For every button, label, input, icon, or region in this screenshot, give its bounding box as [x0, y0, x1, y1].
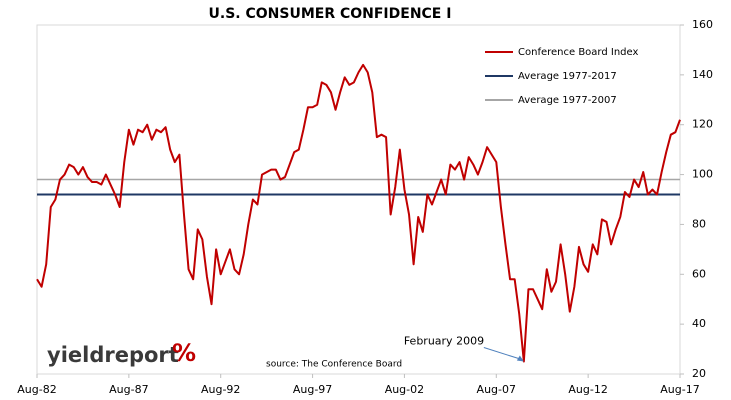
source-note: source: The Conference Board — [266, 360, 402, 370]
y-tick-label: 60 — [692, 267, 706, 280]
y-tick-label: 140 — [692, 68, 713, 81]
y-tick-label: 80 — [692, 217, 706, 230]
x-tick-label: Aug-07 — [477, 383, 516, 396]
y-tick-label: 160 — [692, 18, 713, 31]
chart-title: U.S. CONSUMER CONFIDENCE I — [209, 6, 452, 22]
x-tick-label: Aug-12 — [568, 383, 607, 396]
x-tick-label: Aug-92 — [201, 383, 240, 396]
annotation-arrow — [483, 347, 522, 361]
x-tick-label: Aug-87 — [109, 383, 148, 396]
x-tick-label: Aug-17 — [660, 383, 699, 396]
annotation-arrowhead — [516, 355, 524, 362]
legend-label: Average 1977-2017 — [518, 71, 617, 82]
annotation: February 2009 — [404, 335, 484, 348]
legend-label: Average 1977-2007 — [518, 95, 617, 106]
x-tick-label: Aug-82 — [17, 383, 56, 396]
x-tick-label: Aug-97 — [293, 383, 332, 396]
plot-frame — [36, 24, 681, 375]
y-tick-label: 20 — [692, 367, 706, 380]
logo-text: yieldreport — [47, 343, 179, 367]
y-tick-label: 100 — [692, 168, 713, 181]
index-line — [36, 63, 681, 363]
x-tick-label: Aug-02 — [385, 383, 424, 396]
logo-symbol: % — [172, 339, 196, 367]
y-tick-label: 120 — [692, 118, 713, 131]
legend-label: Conference Board Index — [518, 47, 639, 58]
y-tick-label: 40 — [692, 317, 706, 330]
